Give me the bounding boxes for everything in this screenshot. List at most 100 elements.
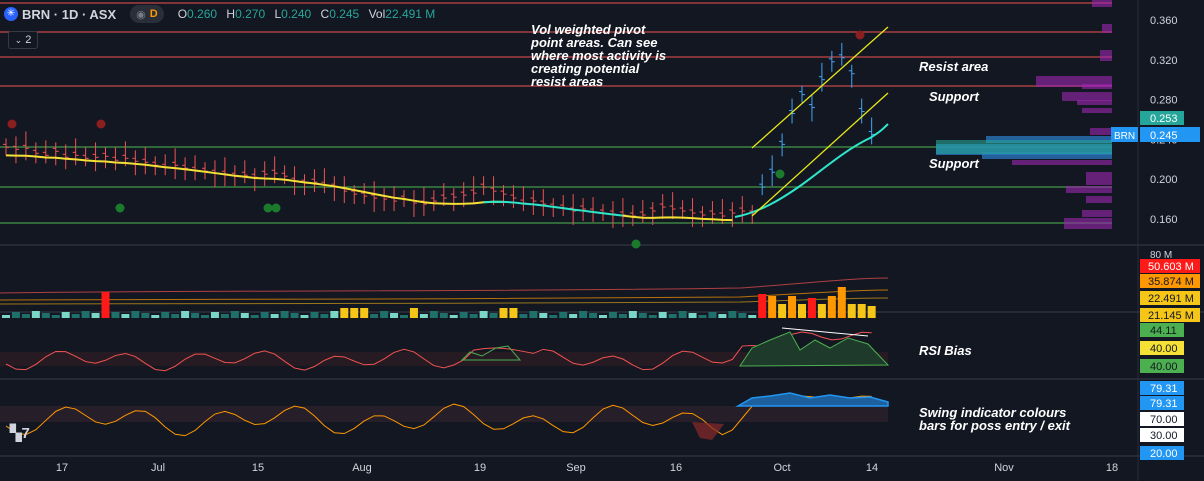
price-tick-label: 0.280 <box>1150 95 1178 107</box>
volume-profile-bar <box>1082 84 1112 89</box>
volume-profile-bar <box>1064 218 1112 229</box>
swing-axis-label: 79.31 <box>1150 398 1178 410</box>
pivot-annotation: Vol weighted pivot point areas. Can see … <box>531 22 667 89</box>
indicator-count[interactable]: 2 <box>25 34 32 46</box>
volume-bar <box>250 315 259 318</box>
volume-bar <box>201 315 209 318</box>
volume-bar <box>738 313 747 318</box>
visibility-toggle[interactable]: ◉ D <box>130 5 164 23</box>
symbol-header: ✳ BRN · 1D · ASX ◉ D O0.260 H0.270 L0.24… <box>4 4 441 24</box>
moving-average-line-breakout <box>734 123 889 218</box>
volume-bar <box>181 311 190 318</box>
volume-bar <box>191 313 200 318</box>
price-tick-label: 0.200 <box>1150 174 1178 186</box>
volume-bar <box>280 311 289 318</box>
volume-profile-bar <box>982 152 1112 159</box>
volume-bar <box>827 296 836 318</box>
volume-bar <box>599 315 607 318</box>
chevron-down-icon[interactable]: ⌄ <box>14 34 23 45</box>
avg-price-badge <box>1140 111 1184 125</box>
pivot-point-dot <box>263 203 273 213</box>
time-axis-label: 16 <box>670 462 682 474</box>
time-axis-label: Nov <box>994 462 1014 474</box>
volume-bar <box>708 312 717 318</box>
volume-bar <box>459 312 468 318</box>
ohlc-readout: O0.260 H0.270 L0.240 C0.245 Vol22.491 M <box>178 7 442 21</box>
volume-profile-bar <box>1086 196 1112 203</box>
volume-bar <box>51 315 60 318</box>
volume-bar <box>380 311 389 318</box>
volume-bar <box>161 312 170 318</box>
volume-bar <box>400 315 408 318</box>
avg-price-label: 0.253 <box>1150 113 1178 125</box>
volume-bar <box>290 313 299 318</box>
volume-label-badge <box>1140 259 1200 273</box>
pivot-point-dot <box>115 203 125 213</box>
volume-band-upper <box>0 277 889 294</box>
volume-bar <box>798 304 806 318</box>
channel-upper-line <box>751 26 889 149</box>
time-axis-label: Jul <box>151 462 165 474</box>
price-tick-label: 0.360 <box>1150 15 1178 27</box>
symbol-title[interactable]: BRN · 1D · ASX <box>22 6 117 22</box>
swing-label-badge <box>1140 428 1184 442</box>
volume-bar <box>81 311 90 318</box>
mode-badge[interactable]: D <box>149 8 158 20</box>
rsi-axis-label: 44.11 <box>1150 325 1177 337</box>
volume-bar <box>837 287 846 318</box>
pivot-point-dot <box>7 119 17 129</box>
indicators-collapse-button[interactable]: ⌄ 2 <box>8 31 38 49</box>
volume-bar <box>370 314 379 318</box>
volume-bar <box>61 312 70 318</box>
volume-bar <box>409 308 418 318</box>
volume-profile-bar <box>1036 76 1112 87</box>
volume-bar <box>788 296 797 318</box>
swing-bullish-area <box>735 392 889 407</box>
volume-bar <box>429 311 438 318</box>
volume-bar <box>698 315 707 318</box>
swing-axis-label: 20.00 <box>1150 448 1178 460</box>
last-price-badge <box>1140 127 1200 142</box>
volume-bar <box>230 311 239 318</box>
volume-bar <box>240 313 249 318</box>
resist-annotation: Resist area <box>919 59 989 74</box>
swing-label-badge <box>1140 381 1184 395</box>
volume-profile-bar <box>1090 128 1112 135</box>
volume-bar <box>320 314 329 318</box>
value-area-bar <box>936 140 1112 154</box>
price-tick-label: 0.320 <box>1150 55 1178 67</box>
volume-bar <box>360 308 369 318</box>
volume-label-badge <box>1140 274 1200 288</box>
volume-bar <box>171 314 180 318</box>
volume-profile-bar <box>1086 172 1112 185</box>
high-label: H <box>226 7 236 21</box>
volume-bar <box>519 314 528 318</box>
volume-bar <box>847 304 856 318</box>
swing-axis-label: 30.00 <box>1150 430 1178 442</box>
volume-bar <box>499 308 508 318</box>
volume-bar <box>579 311 588 318</box>
volume-profile-bar <box>1082 108 1112 113</box>
volume-bar <box>11 312 20 318</box>
volume-value: 22.491 M <box>385 7 436 21</box>
volume-bar <box>260 312 269 318</box>
time-axis-label: 15 <box>252 462 264 474</box>
rsi-bullish-segment <box>460 345 522 361</box>
channel-lower-line <box>751 92 889 217</box>
volume-bar <box>817 304 826 318</box>
volume-bar <box>589 313 598 318</box>
tradingview-logo-icon[interactable]: ▚7 <box>10 425 30 442</box>
volume-bar <box>768 296 777 318</box>
eye-icon[interactable]: ◉ <box>136 8 146 21</box>
volume-bar <box>91 313 100 318</box>
volume-bar <box>688 313 697 318</box>
volume-bar <box>300 315 309 318</box>
rsi-line <box>5 331 872 372</box>
swing-label-badge <box>1140 446 1184 460</box>
rsi-label-badge <box>1140 323 1184 337</box>
rsi-label-badge <box>1140 359 1184 373</box>
volume-bar <box>728 311 737 318</box>
swing-axis-label: 79.31 <box>1150 383 1178 395</box>
